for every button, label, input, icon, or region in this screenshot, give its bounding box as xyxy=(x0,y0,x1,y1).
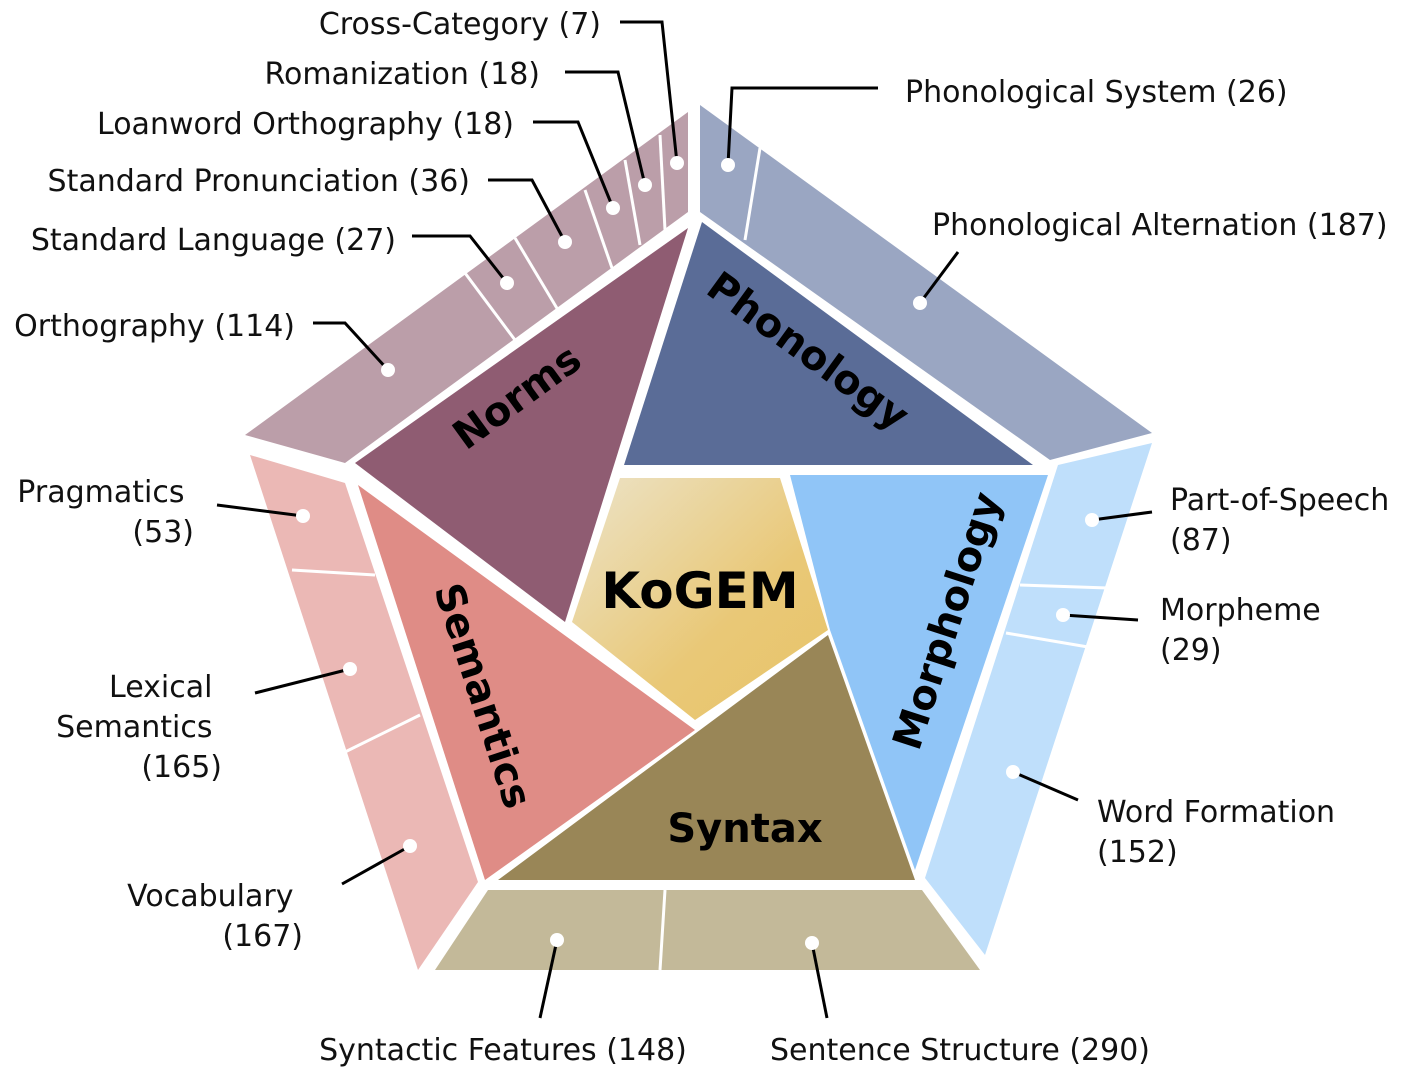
label-word-formation: Word Formation (152) xyxy=(1097,795,1345,870)
label-phonological-alternation: Phonological Alternation (187) xyxy=(932,208,1388,243)
segment-semantics xyxy=(358,485,695,880)
label-vocabulary: Vocabulary (167) xyxy=(127,879,303,954)
outer-band-norms xyxy=(245,112,688,463)
label-syntactic-features: Syntactic Features (148) xyxy=(319,1033,687,1068)
segment-norms xyxy=(355,228,688,622)
segment-phonology xyxy=(624,222,1033,465)
label-standard-language: Standard Language (27) xyxy=(31,223,396,258)
label-romanization: Romanization (18) xyxy=(264,57,540,92)
label-lexical-semantics: Lexical Semantics (165) xyxy=(56,670,222,785)
marker-dots xyxy=(296,156,1099,950)
label-loanword-orthography: Loanword Orthography (18) xyxy=(97,107,514,142)
label-part-of-speech: Part-of-Speech (87) xyxy=(1170,483,1399,558)
label-sentence-structure: Sentence Structure (290) xyxy=(770,1033,1150,1068)
label-standard-pronunciation: Standard Pronunciation (36) xyxy=(48,164,470,199)
segment-morphology xyxy=(790,475,1048,870)
label-phonological-system: Phonological System (26) xyxy=(905,75,1288,110)
outer-band-phonology xyxy=(700,105,1152,460)
outer-band-semantics xyxy=(250,455,478,970)
segment-syntax xyxy=(498,635,915,880)
label-morpheme: Morpheme (29) xyxy=(1160,593,1330,668)
leader-lines xyxy=(216,20,1153,1019)
center-pentagon xyxy=(572,478,828,720)
outer-band-syntax xyxy=(435,889,980,971)
center-label: KoGEM xyxy=(601,562,798,620)
outer-band-morphology xyxy=(925,443,1152,955)
label-cross-category: Cross-Category (7) xyxy=(319,7,601,42)
label-pragmatics: Pragmatics (53) xyxy=(17,475,194,550)
label-orthography: Orthography (114) xyxy=(14,309,295,344)
category-label-syntax: Syntax xyxy=(667,806,822,852)
